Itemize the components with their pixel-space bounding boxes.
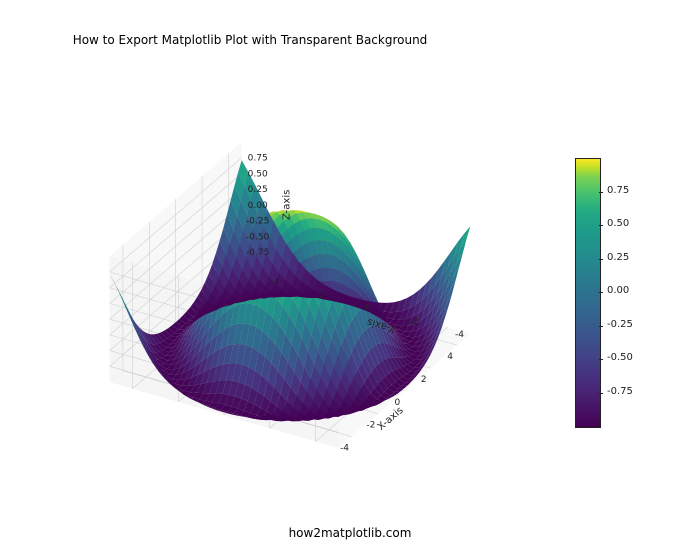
svg-text:0: 0 [365, 304, 371, 314]
svg-text:4: 4 [274, 277, 280, 287]
colorbar-tick-mark [599, 192, 603, 193]
z-axis-label: Z-axis [282, 190, 293, 220]
svg-text:2: 2 [421, 375, 427, 385]
colorbar-tick-mark [599, 259, 603, 260]
colorbar-tick-mark [599, 292, 603, 293]
footer-caption: how2matplotlib.com [0, 526, 700, 540]
colorbar-tick-mark [599, 225, 603, 226]
colorbar-tick-label: 0.00 [607, 285, 629, 296]
svg-text:-0.50: -0.50 [246, 232, 270, 242]
svg-text:0.75: 0.75 [248, 154, 268, 164]
colorbar-tick-label: -0.25 [607, 319, 633, 330]
svg-text:4: 4 [447, 352, 453, 362]
colorbar-tick-label: 0.75 [607, 185, 629, 196]
colorbar [575, 158, 601, 428]
svg-text:-4: -4 [455, 330, 464, 340]
colorbar-tick-label: 0.50 [607, 218, 629, 229]
svg-text:0.00: 0.00 [248, 201, 268, 211]
colorbar-tick-label: -0.75 [607, 386, 633, 397]
svg-text:0.50: 0.50 [248, 169, 268, 179]
svg-text:-0.25: -0.25 [246, 217, 269, 227]
chart-title: How to Export Matplotlib Plot with Trans… [0, 33, 500, 47]
svg-text:-2: -2 [409, 317, 418, 327]
colorbar-tick-mark [599, 359, 603, 360]
svg-text:-2: -2 [366, 421, 375, 431]
colorbar-tick-label: -0.50 [607, 352, 633, 363]
colorbar-tick-mark [599, 326, 603, 327]
colorbar-tick-label: 0.25 [607, 252, 629, 263]
svg-text:0.25: 0.25 [248, 185, 268, 195]
svg-text:-0.75: -0.75 [246, 248, 269, 258]
svg-text:-4: -4 [340, 444, 349, 454]
colorbar-tick-mark [599, 393, 603, 394]
svg-text:2: 2 [319, 291, 325, 301]
surface-plot: -4-2024-4-2024-0.75-0.50-0.250.000.250.5… [80, 70, 520, 490]
